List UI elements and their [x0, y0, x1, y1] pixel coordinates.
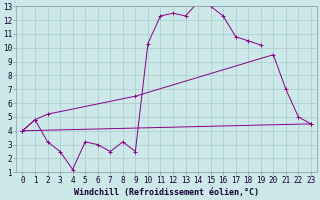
X-axis label: Windchill (Refroidissement éolien,°C): Windchill (Refroidissement éolien,°C): [74, 188, 259, 197]
